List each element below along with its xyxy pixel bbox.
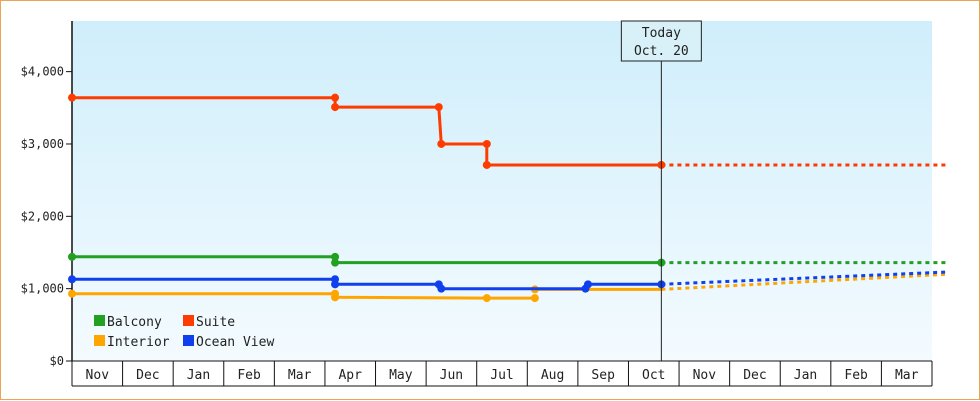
series-ocean-view-point [584,280,592,289]
x-tick-label: Nov [693,368,717,383]
x-axis: Nov Dec Jan Feb Mar Apr May Jun Jul Aug Sep Oct Nov D… [71,360,933,387]
legend-label-ocean-view: Ocean View [196,335,274,350]
y-tick-label: $2,000 [21,209,64,223]
y-axis: $0 $1,000 $2,000 $3,000 $4,000 [21,21,73,368]
series-ocean-view [68,270,948,293]
y-tick-label: $4,000 [21,65,64,79]
legend-swatch-balcony [94,315,105,326]
x-tick-label: Jul [490,368,513,383]
legend-swatch-interior [94,335,105,346]
series-balcony [68,252,948,267]
x-tick-label: Aug [541,368,564,383]
x-tick-label: May [389,368,413,383]
x-tick-label: Dec [136,368,159,383]
x-tick-label: Nov [86,368,110,383]
today-box [620,20,702,62]
x-tick-label: Jan [187,368,210,383]
x-tick-label: Sep [591,368,615,383]
legend-swatch-suite [183,315,194,326]
plot-area [72,21,932,361]
y-tick-label: $3,000 [21,137,64,151]
x-tick-label: Apr [338,368,362,383]
series-suite-point [482,160,491,169]
legend-swatch-ocean-view [183,335,194,346]
legend-label-suite: Suite [196,315,235,330]
x-tick-label: Feb [844,368,868,383]
x-tick-label: Dec [743,368,766,383]
series-interior-point [530,294,539,303]
x-tick-label: Jan [794,368,817,383]
x-tick-label: Mar [895,368,919,383]
series-suite-point [482,139,491,148]
x-tick-label: Mar [288,368,312,383]
y-tick-label: $1,000 [21,282,64,296]
series-ocean-view-point [68,275,76,284]
today-label: Today [642,26,681,41]
series-suite-point [331,103,340,112]
series-balcony-point [68,252,76,261]
series-balcony-point [331,252,340,261]
series-interior-point [331,293,340,302]
series-balcony-point [331,258,340,267]
legend: Balcony Suite Interior Ocean View [94,315,274,350]
legend-label-interior: Interior [107,335,170,350]
x-tick-label: Jun [440,368,463,383]
y-tick-label: $0 [50,354,64,368]
today-date: Oct. 20 [634,44,689,59]
series-suite-point [331,93,340,102]
series-ocean-view-point [437,284,446,293]
series-interior-point [68,289,76,298]
today-marker: Today Oct. 20 [620,20,702,361]
x-tick-label: Feb [237,368,261,383]
series-suite-point [68,93,76,102]
series-ocean-view-point [331,280,340,289]
series-suite [68,93,948,169]
series-interior-point [482,294,491,303]
x-tick-label: Oct [642,368,665,383]
legend-label-balcony: Balcony [107,315,162,330]
series-suite-point [434,103,443,112]
series-suite-point [437,139,446,148]
series-lines [68,93,948,303]
